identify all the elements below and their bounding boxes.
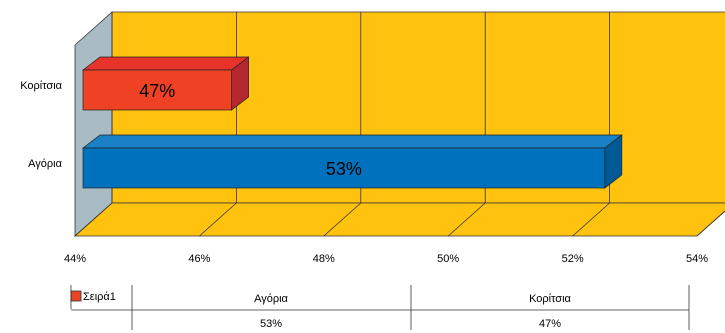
x-tick-label: 46% — [188, 253, 210, 265]
plot-side-wall — [75, 12, 112, 236]
x-tick-label: 44% — [64, 253, 86, 265]
table-value-girls: 47% — [539, 318, 561, 330]
bar-boys-top — [83, 135, 622, 148]
bar-girls-data-label: 47% — [139, 81, 175, 101]
bar-boys: 53% — [83, 135, 622, 188]
x-tick-label: 48% — [313, 253, 335, 265]
data-table: Σειρά1 Αγόρια Κορίτσια 53% 47% — [71, 285, 689, 330]
x-tick-label: 54% — [686, 253, 708, 265]
bar-girls: 47% — [83, 57, 249, 110]
y-axis-categories: Κορίτσια Αγόρια — [20, 80, 62, 170]
y-category-label: Κορίτσια — [20, 80, 62, 92]
legend-swatch — [71, 291, 81, 301]
x-tick-label: 52% — [562, 253, 584, 265]
legend-series-name: Σειρά1 — [83, 291, 116, 303]
bar-boys-data-label: 53% — [326, 159, 362, 179]
x-tick-label: 50% — [437, 253, 459, 265]
bar-girls-top — [83, 57, 249, 70]
plot-floor — [75, 203, 725, 236]
x-axis-ticks: 44% 46% 48% 50% 52% 54% — [64, 253, 708, 265]
table-header-girls: Κορίτσια — [529, 293, 571, 305]
table-header-boys: Αγόρια — [254, 293, 288, 305]
y-category-label: Αγόρια — [28, 158, 62, 170]
table-value-boys: 53% — [260, 318, 282, 330]
